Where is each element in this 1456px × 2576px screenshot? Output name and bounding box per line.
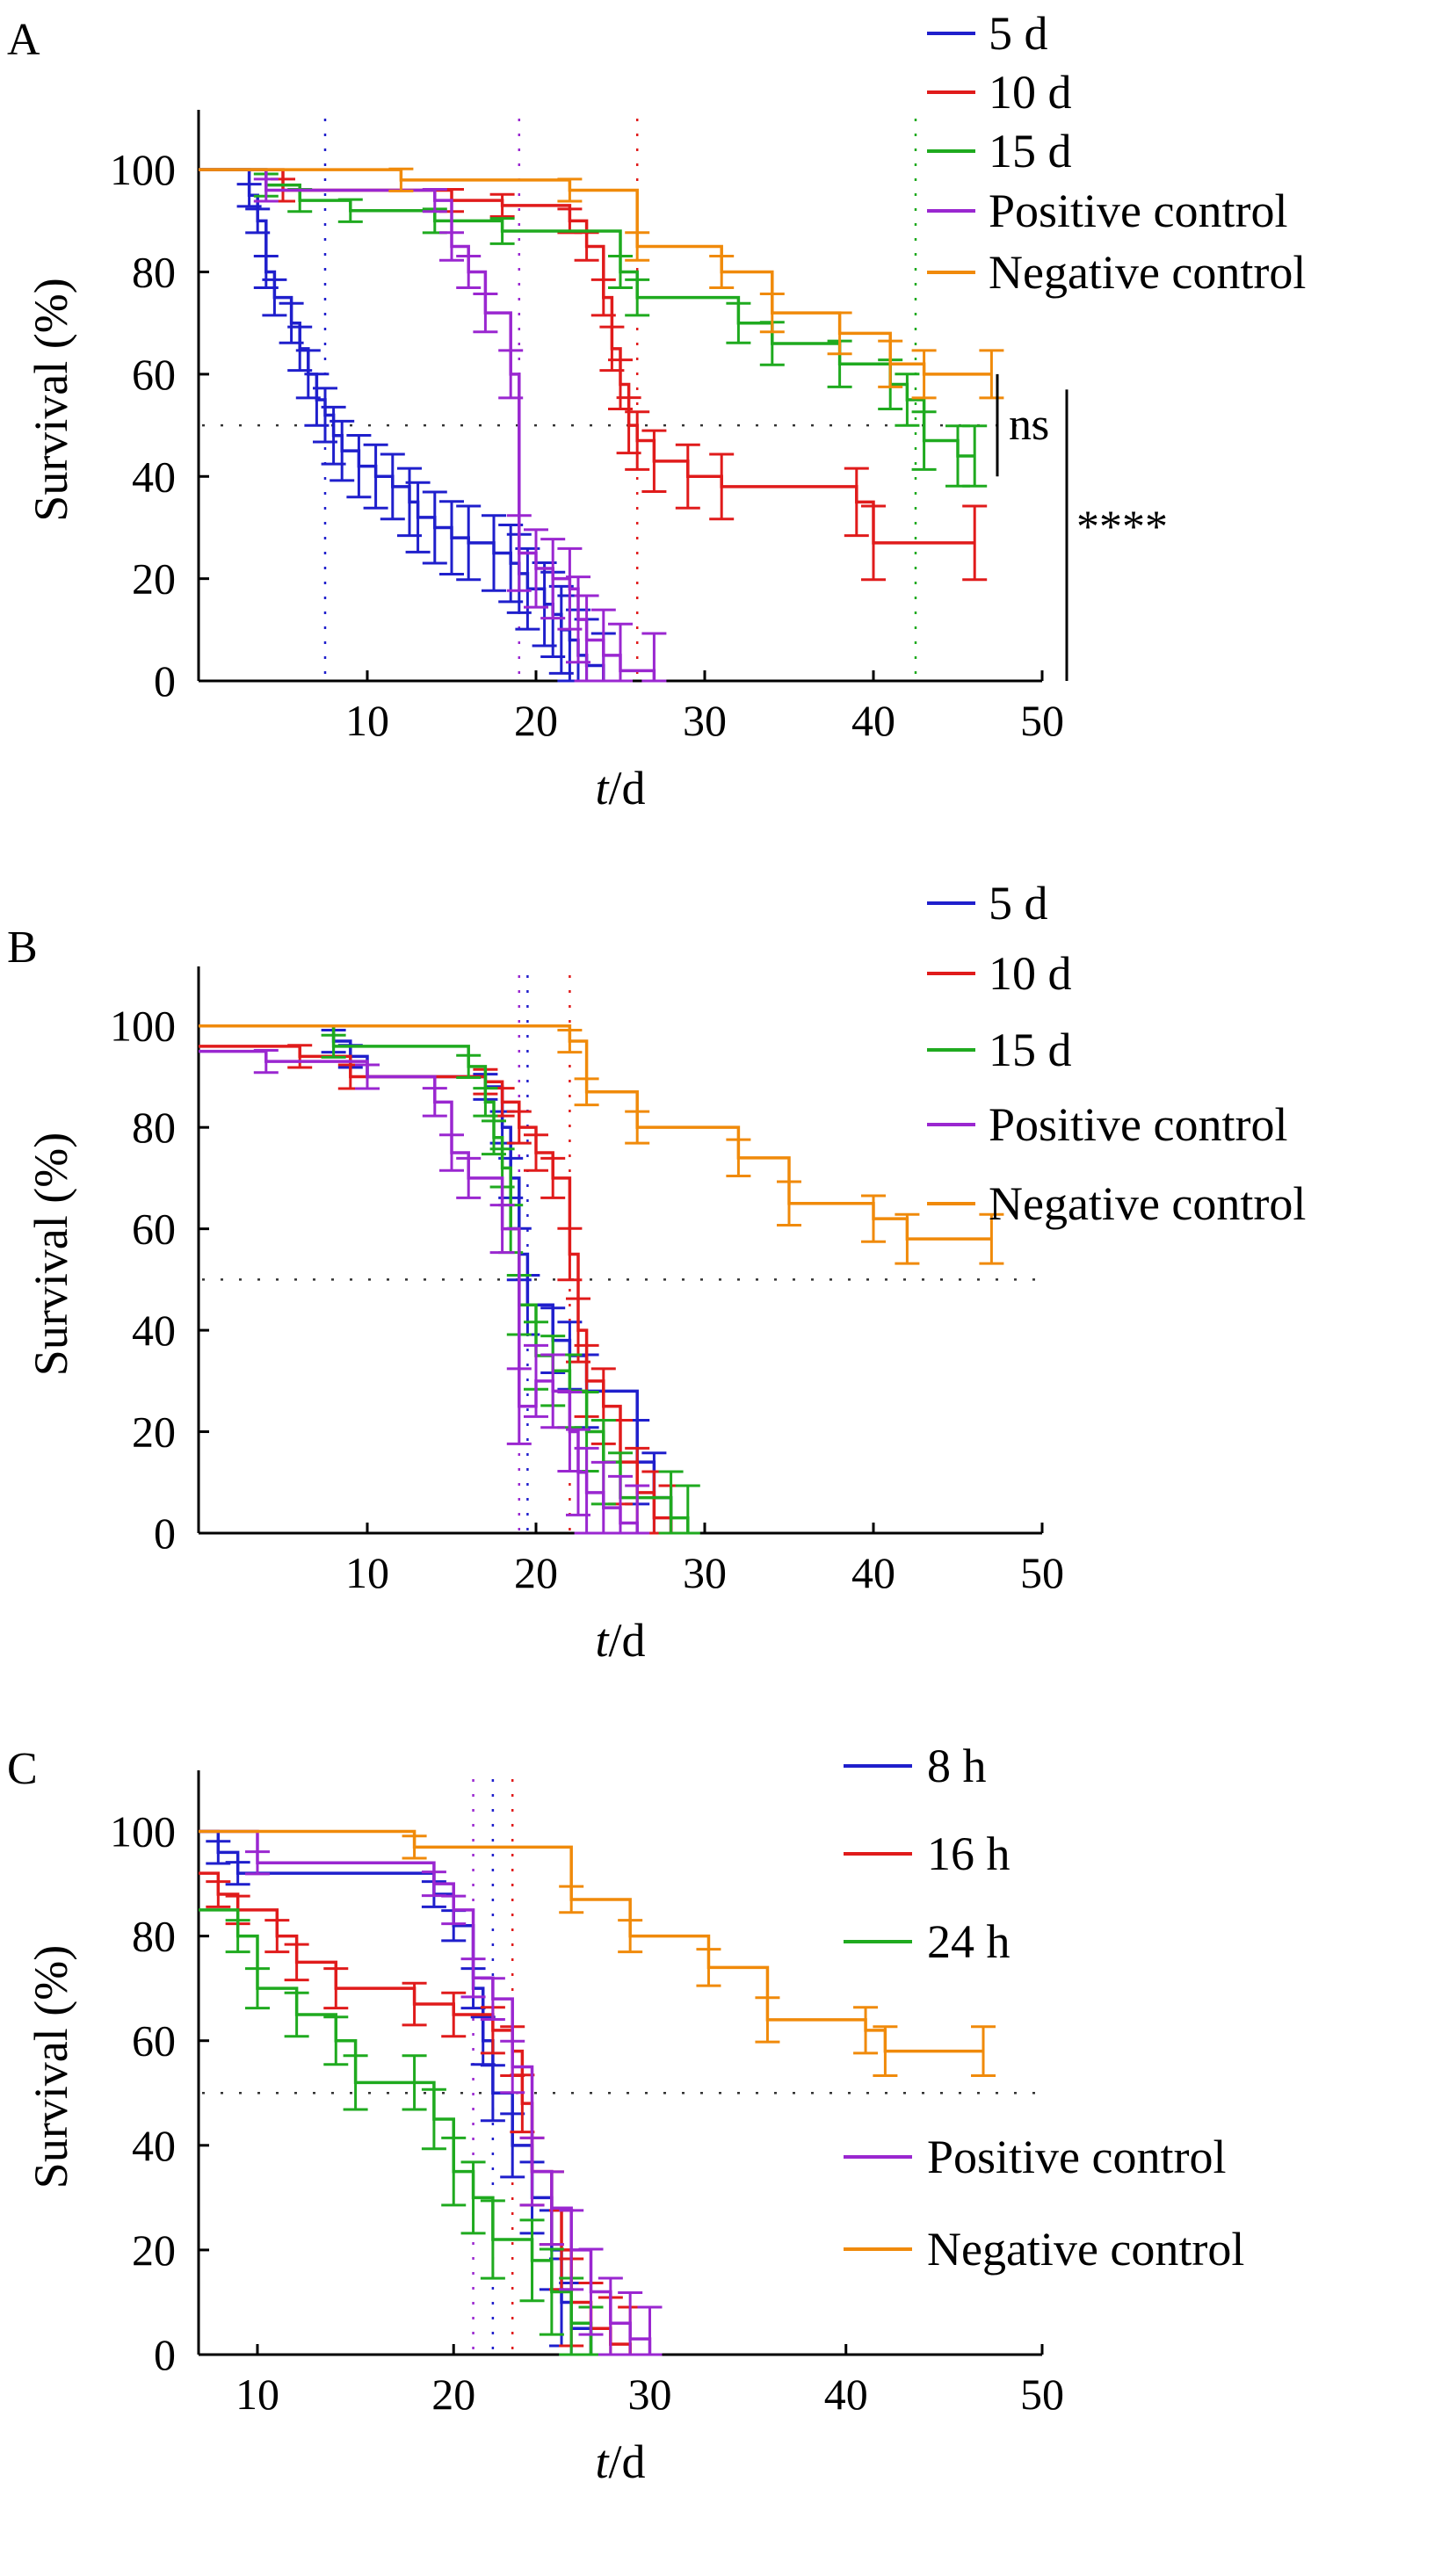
legend-label: 10 d <box>989 66 1072 119</box>
legend-label: Negative control <box>989 246 1306 299</box>
legend-label: 10 d <box>989 947 1072 1000</box>
x-axis-label-unit: /d <box>609 762 646 814</box>
y-tick-label: 0 <box>154 1509 176 1558</box>
x-axis-label: t/d <box>595 2435 645 2488</box>
y-tick-label: 40 <box>132 452 176 501</box>
y-tick-label: 100 <box>110 1002 176 1051</box>
legend-label: 16 h <box>927 1827 1011 1880</box>
survival-curve-10-d <box>199 168 975 545</box>
y-tick-label: 80 <box>132 1912 176 1961</box>
x-tick-label: 50 <box>1020 1548 1064 1597</box>
legend-label: Negative control <box>927 2223 1244 2276</box>
x-tick-label: 40 <box>851 696 895 745</box>
legend-label: Positive control <box>989 1098 1287 1151</box>
survival-curve-negative-control <box>199 168 992 376</box>
significance-label: ns <box>1009 400 1049 450</box>
x-axis-label: t/d <box>595 1614 645 1667</box>
x-axis-label-unit: /d <box>609 2435 646 2488</box>
y-tick-label: 40 <box>132 1306 176 1355</box>
survival-curve-15-d <box>199 168 975 458</box>
y-tick-label: 60 <box>132 1205 176 1254</box>
panel-c: C 0 20 40 60 80 100 10 20 30 40 50 Survival (%) t/d 8 … <box>7 1740 1244 2488</box>
y-axis-label: Survival (%) <box>25 278 77 521</box>
y-tick-label: 80 <box>132 1103 176 1152</box>
x-tick-label: 30 <box>683 1548 727 1597</box>
survival-curve-10-d <box>199 1045 673 1533</box>
legend-label: 5 d <box>989 7 1048 60</box>
y-tick-label: 20 <box>132 2225 176 2275</box>
y-tick-label: 0 <box>154 2330 176 2379</box>
x-tick-label: 10 <box>345 696 389 745</box>
x-axis-label-unit: /d <box>609 1614 646 1667</box>
panel-letter: B <box>7 923 38 973</box>
panel-a: A 0 20 40 60 80 100 10 20 30 40 50 Survival (%) t/d 5 … <box>7 7 1306 814</box>
x-tick-label: 40 <box>824 2370 868 2419</box>
y-axis-label: Survival (%) <box>25 1132 77 1376</box>
y-tick-label: 40 <box>132 2121 176 2170</box>
x-tick-label: 20 <box>514 1548 558 1597</box>
legend-label: 5 d <box>989 877 1048 930</box>
legend-label: 8 h <box>927 1740 987 1792</box>
legend-label: 15 d <box>989 125 1072 177</box>
x-tick-label: 20 <box>431 2370 475 2419</box>
x-axis-label-variable: t <box>595 762 610 814</box>
x-axis-label-variable: t <box>595 2435 610 2488</box>
x-tick-label: 10 <box>235 2370 279 2419</box>
x-tick-label: 30 <box>683 696 727 745</box>
x-tick-label: 40 <box>851 1548 895 1597</box>
y-tick-label: 60 <box>132 2016 176 2066</box>
x-tick-label: 10 <box>345 1548 389 1597</box>
legend-label: 15 d <box>989 1024 1072 1076</box>
x-tick-label: 50 <box>1020 2370 1064 2419</box>
panel-letter: C <box>7 1744 38 1794</box>
y-tick-label: 20 <box>132 554 176 604</box>
x-axis-label-variable: t <box>595 1614 610 1667</box>
x-tick-label: 20 <box>514 696 558 745</box>
legend-label: 24 h <box>927 1915 1011 1968</box>
panel-b: B 0 20 40 60 80 100 10 20 30 40 50 Survival (%) t/d 5 … <box>7 877 1306 1667</box>
x-axis-label: t/d <box>595 762 645 814</box>
y-axis-label: Survival (%) <box>25 1945 77 2189</box>
y-tick-label: 100 <box>110 145 176 194</box>
y-tick-label: 100 <box>110 1807 176 1856</box>
legend-label: Positive control <box>927 2131 1226 2183</box>
survival-curve-positive-control <box>199 1049 639 1533</box>
x-tick-label: 30 <box>627 2370 671 2419</box>
x-tick-label: 50 <box>1020 696 1064 745</box>
panel-letter: A <box>7 15 40 65</box>
y-tick-label: 80 <box>132 248 176 297</box>
y-tick-label: 60 <box>132 350 176 399</box>
legend-label: Positive control <box>989 185 1287 237</box>
significance-label: **** <box>1076 502 1168 552</box>
legend-label: Negative control <box>989 1177 1306 1230</box>
y-tick-label: 0 <box>154 656 176 706</box>
y-tick-label: 20 <box>132 1407 176 1457</box>
